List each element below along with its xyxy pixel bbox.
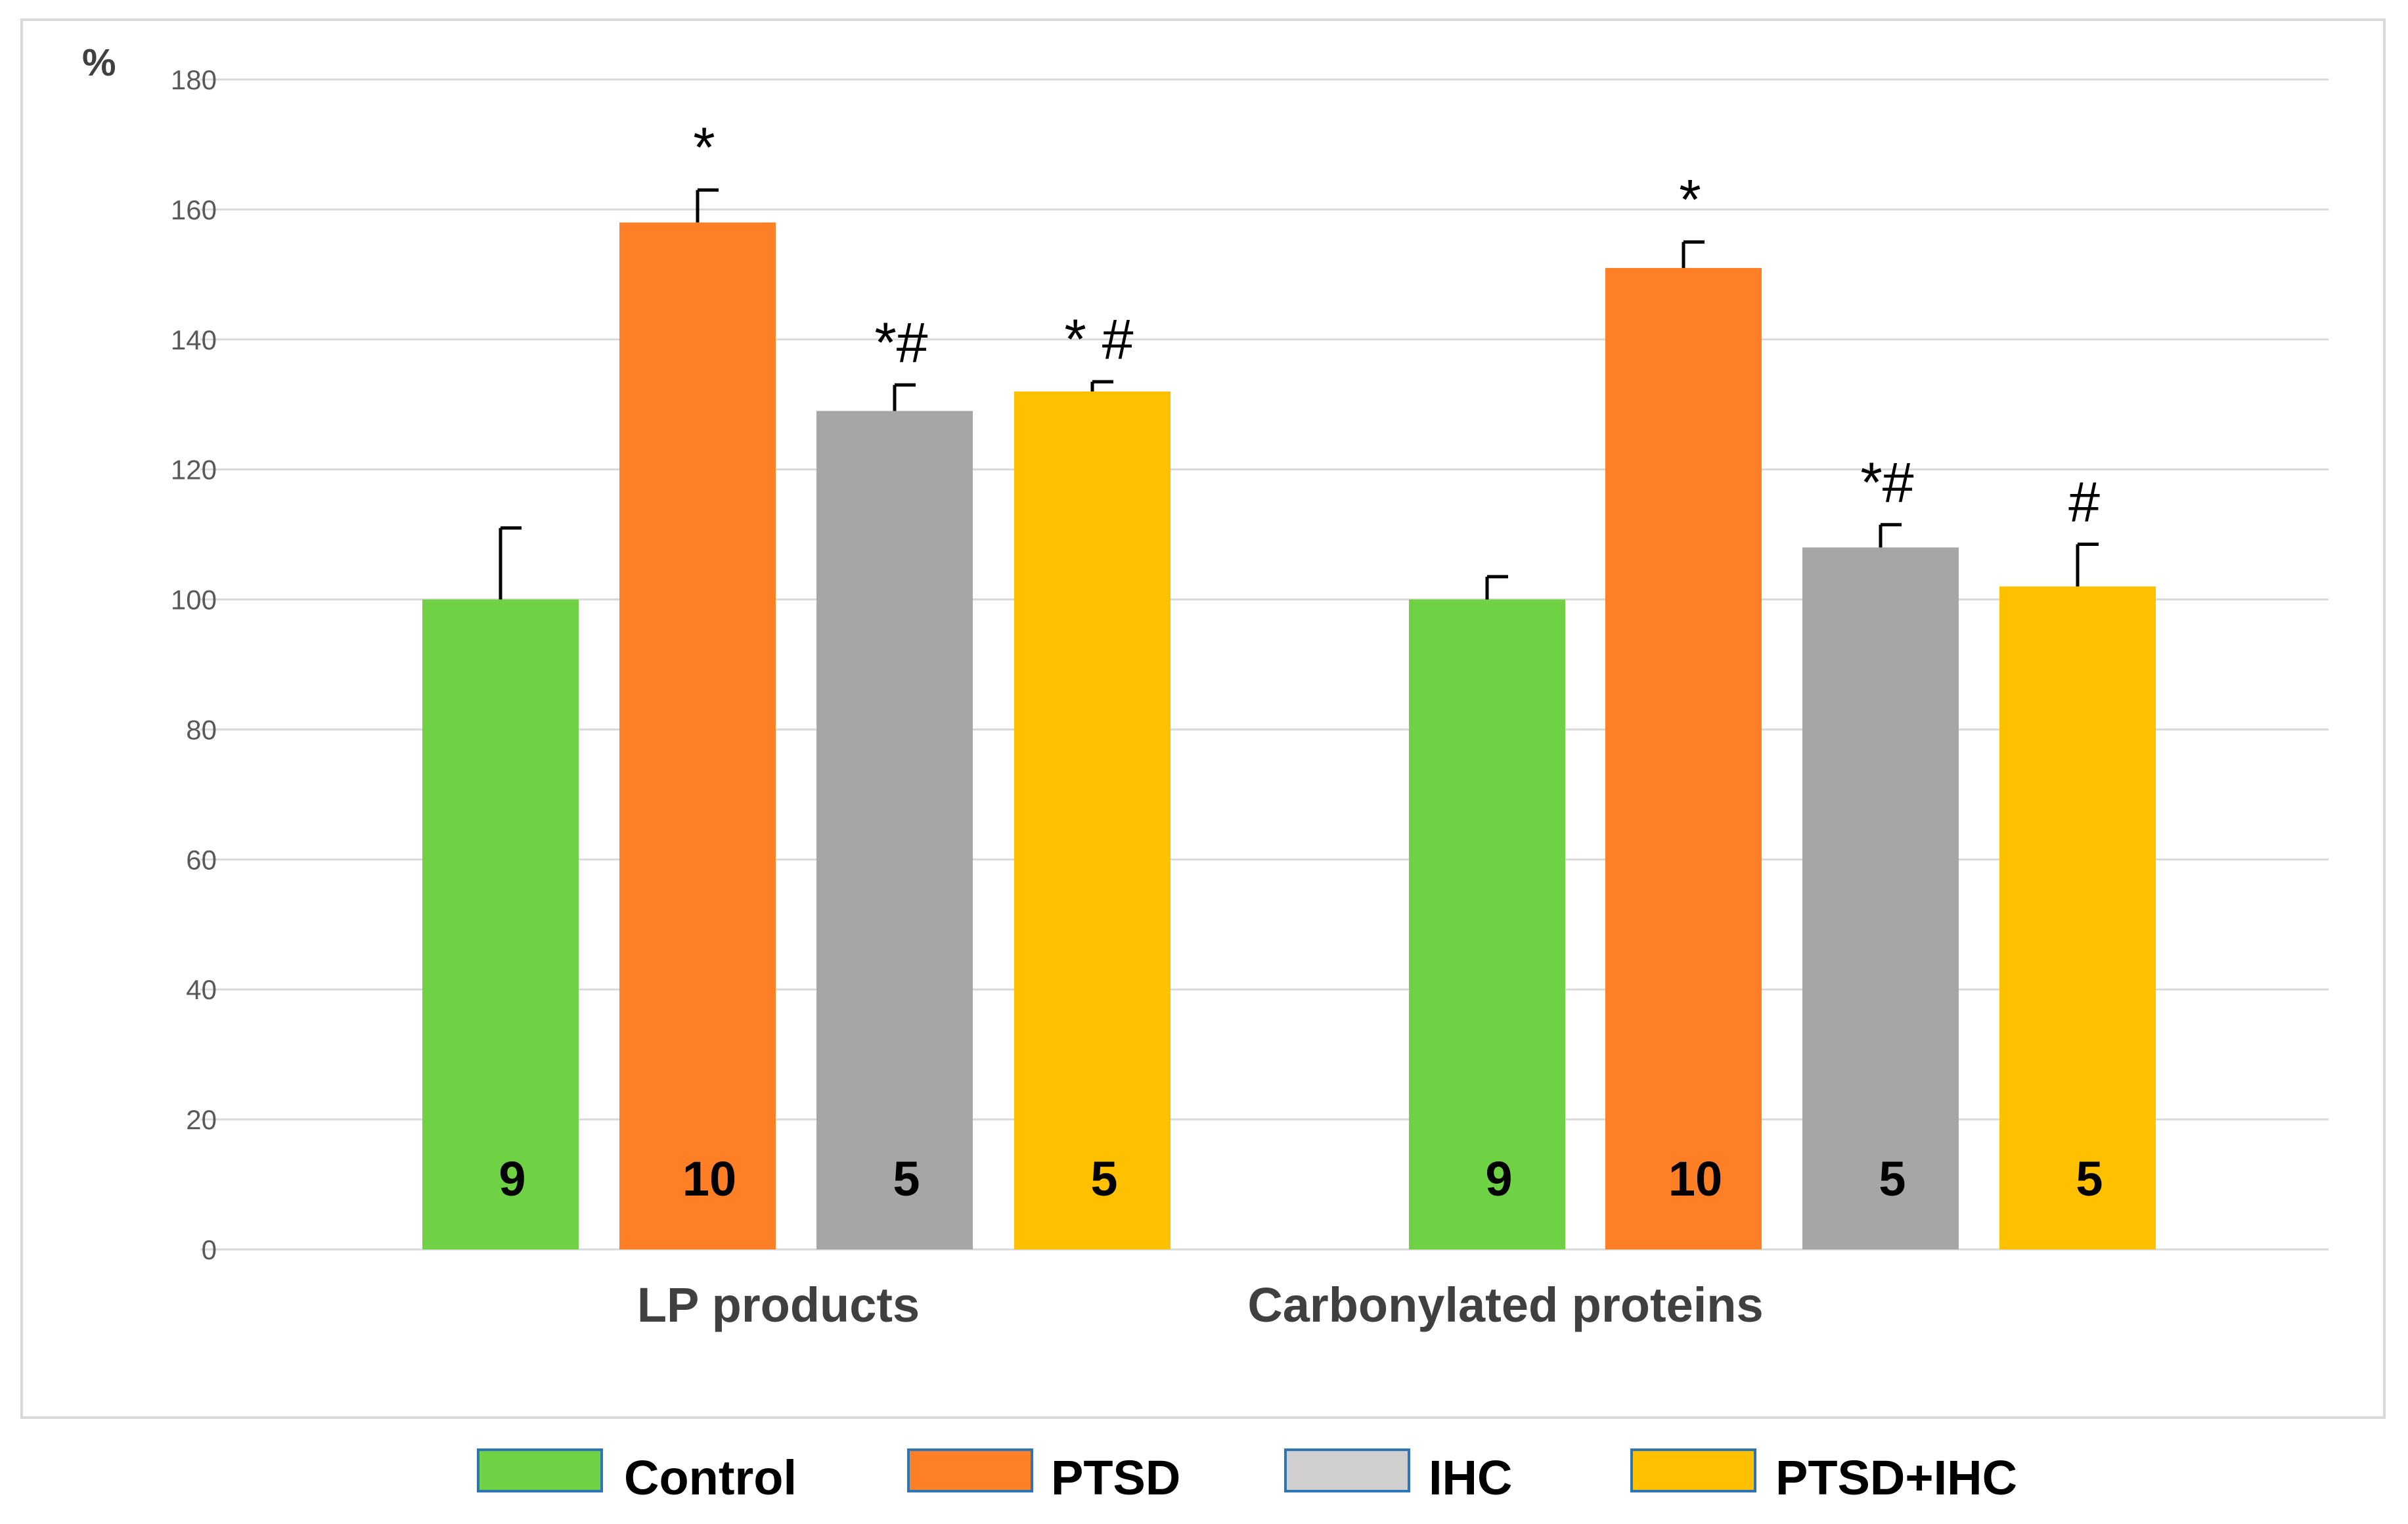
bar-ptsd-ihc-1 (1999, 586, 2156, 1249)
y-tick-label: 40 (186, 974, 217, 1005)
bars (422, 188, 2156, 1250)
y-tick-label: 140 (171, 325, 217, 355)
legend-label: IHC (1429, 1450, 1512, 1505)
y-axis-ticks: 0 20 40 60 80 100 120 140 160 180 (171, 64, 217, 1265)
bar-ptsd-1 (1605, 267, 1762, 1249)
y-unit-label: % (82, 41, 116, 84)
category-labels: LP products Carbonylated proteins (637, 1278, 1764, 1332)
legend-label: Control (624, 1450, 797, 1505)
sample-size-label: 5 (1879, 1152, 1906, 1206)
legend: Control PTSD IHC PTSD+IHC (477, 1448, 2017, 1505)
category-label: LP products (637, 1278, 920, 1332)
significance-label: # (2068, 470, 2100, 533)
bar-control-0 (422, 599, 579, 1249)
sample-size-label: 5 (2076, 1152, 2103, 1206)
y-tick-label: 20 (186, 1104, 217, 1135)
bar-ihc-1 (1802, 547, 1959, 1249)
y-tick-label: 0 (202, 1234, 217, 1265)
legend-swatch (907, 1448, 1033, 1492)
y-tick-label: 100 (171, 585, 217, 616)
significance-label: * (693, 116, 715, 179)
sample-size-label: 9 (499, 1152, 525, 1206)
y-tick-label: 160 (171, 194, 217, 225)
sample-size-label: 10 (1668, 1152, 1722, 1206)
y-tick-label: 180 (171, 64, 217, 95)
bar-ptsd-0 (619, 222, 776, 1250)
significance-label: * # (1064, 308, 1133, 371)
sample-size-label: 5 (893, 1152, 920, 1206)
significance-label: *# (1860, 451, 1913, 514)
legend-swatch (1284, 1448, 1410, 1492)
bar-control-1 (1409, 599, 1565, 1249)
legend-swatch (1630, 1448, 1756, 1492)
legend-label: PTSD+IHC (1775, 1450, 2017, 1505)
y-tick-label: 80 (186, 714, 217, 745)
bar-ihc-0 (816, 411, 973, 1249)
sample-size-label: 10 (682, 1152, 736, 1206)
legend-label: PTSD (1051, 1450, 1180, 1505)
significance-label: *# (874, 311, 927, 374)
bar-ptsd-ihc-0 (1014, 391, 1171, 1249)
significance-label: * (1679, 168, 1701, 231)
sample-size-label: 5 (1090, 1152, 1117, 1206)
sample-size-label: 9 (1485, 1152, 1512, 1206)
category-label: Carbonylated proteins (1247, 1278, 1763, 1332)
y-tick-label: 120 (171, 455, 217, 485)
bar-labels: 9 10 * 5 *# 5 * # 9 10 * 5 *# 5 # (499, 116, 2103, 1206)
y-tick-label: 60 (186, 844, 217, 875)
legend-swatch (477, 1448, 603, 1492)
chart-frame (20, 18, 2386, 1419)
